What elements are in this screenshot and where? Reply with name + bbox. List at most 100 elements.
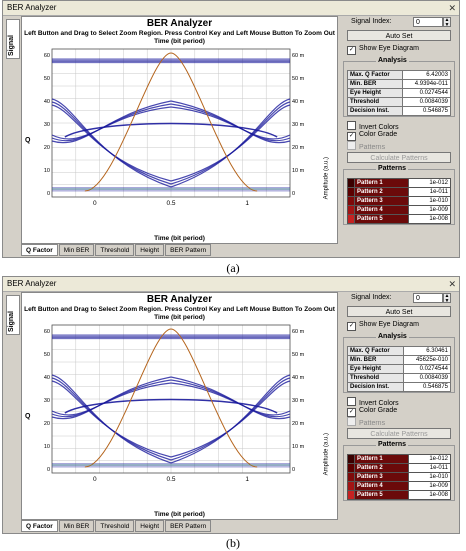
y-tick-label: 0 — [47, 191, 50, 197]
eye-trace — [51, 98, 172, 188]
y-right-label: Amplitude (a.u.) — [323, 433, 329, 476]
y-right-tick-label: 20 m — [292, 145, 305, 151]
invert-colors-checkbox[interactable]: Invert Colors — [347, 397, 399, 407]
tab-signal-label: Signal — [8, 310, 15, 332]
y-tick-label: 20 — [44, 145, 50, 151]
analysis-row: Eye Height 0.0274544 — [346, 364, 451, 374]
pattern-row: Pattern 3 1e-010 — [347, 196, 451, 206]
checkbox-empty-icon — [347, 121, 356, 130]
tab-min-ber[interactable]: Min BER — [58, 244, 95, 256]
pattern-name: Pattern 3 — [353, 196, 410, 206]
pattern-ber: 1e-012 — [408, 178, 451, 188]
pattern-ber: 1e-010 — [408, 196, 451, 206]
y-right-tick-label: 40 m — [292, 375, 305, 381]
analysis-key: Decision Inst. — [346, 382, 405, 392]
pattern-name: Pattern 1 — [353, 454, 410, 464]
q-factor-curve — [84, 52, 258, 192]
analysis-row: Threshold 0.0084039 — [346, 373, 451, 383]
signal-index-spinner[interactable]: ▲ ▼ — [443, 17, 451, 28]
y-right-tick-label: 60 m — [292, 53, 305, 59]
signal-index-label: Signal Index: — [351, 18, 392, 25]
patterns-checkbox[interactable]: Patterns — [347, 141, 385, 151]
pattern-swatch — [347, 463, 355, 473]
y-right-tick-label: 60 m — [292, 329, 305, 335]
checkbox-disabled-icon — [347, 417, 356, 426]
y-right-tick-label: 50 m — [292, 352, 305, 358]
y-right-label: Amplitude (a.u.) — [323, 157, 329, 200]
caption-a: (a) — [226, 261, 240, 275]
analysis-row: Min. BER 4.9394e-011 — [346, 79, 451, 89]
patterns-check-label: Patterns — [359, 144, 386, 151]
pattern-swatch — [347, 205, 355, 215]
invert-colors-checkbox[interactable]: Invert Colors — [347, 121, 399, 131]
auto-set-button[interactable]: Auto Set — [347, 306, 451, 317]
analysis-value: 4.9394e-011 — [402, 79, 451, 89]
eye-diagram-plot[interactable]: BER Analyzer Left Button and Drag to Sel… — [21, 16, 338, 244]
y-right-tick-label: 50 m — [292, 76, 305, 82]
eye-trace — [170, 377, 291, 461]
y-tick-label: 40 — [44, 375, 50, 381]
y-tick-label: 50 — [44, 76, 50, 82]
tab-ber-pattern[interactable]: BER Pattern — [165, 520, 212, 532]
analysis-row: Eye Height 0.0274544 — [346, 88, 451, 98]
analysis-value: 0.546875 — [403, 382, 451, 392]
auto-set-button[interactable]: Auto Set — [347, 30, 451, 41]
pattern-swatch — [347, 490, 355, 500]
tab-threshold[interactable]: Threshold — [95, 244, 135, 256]
color-grade-checkbox[interactable]: ✓ Color Grade — [347, 407, 397, 417]
eye-diagram-plot[interactable]: BER Analyzer Left Button and Drag to Sel… — [21, 292, 338, 520]
color-grade-checkbox[interactable]: ✓ Color Grade — [347, 131, 397, 141]
q-factor-curve — [84, 328, 258, 468]
signal-index-spinner[interactable]: ▲ ▼ — [443, 293, 451, 304]
y-right-tick-label: 10 m — [292, 168, 305, 174]
window-title: BER Analyzer — [7, 279, 57, 288]
tab-min-ber[interactable]: Min BER — [58, 520, 95, 532]
eye-trace — [170, 380, 291, 458]
eye-trace — [170, 382, 291, 416]
tab-height[interactable]: Height — [135, 244, 165, 256]
analysis-key: Max. Q Factor — [346, 70, 404, 80]
calculate-patterns-button[interactable]: Calculate Patterns — [347, 152, 451, 163]
close-icon[interactable]: ✕ — [448, 279, 456, 289]
pattern-row: Pattern 1 1e-012 — [347, 178, 451, 188]
x-tick-label: 1 — [245, 476, 249, 483]
analysis-value: 0.0084039 — [402, 97, 451, 107]
y-left-label: Q — [25, 137, 31, 144]
patterns-title: Patterns — [376, 165, 409, 172]
pattern-swatch — [347, 472, 355, 482]
tab-signal[interactable]: Signal — [6, 295, 20, 335]
eye-diagram-chart[interactable]: 0 0.5 1 60 50 40 30 20 10 0 60 m 50 m 40 m 30 m 20 m 10… — [38, 323, 318, 483]
analysis-value: 6.42003 — [402, 70, 451, 80]
tab-q-factor[interactable]: Q Factor — [21, 244, 58, 256]
eye-trace — [170, 104, 291, 182]
show-eye-diagram-checkbox[interactable]: ✓ Show Eye Diagram — [347, 45, 419, 55]
signal-index-input[interactable]: 0 — [413, 293, 443, 303]
y-tick-label: 20 — [44, 421, 50, 427]
pattern-ber: 1e-008 — [408, 490, 451, 500]
show-eye-diagram-checkbox[interactable]: ✓ Show Eye Diagram — [347, 321, 419, 331]
pattern-swatch — [347, 178, 355, 188]
y-right-tick-label: 10 m — [292, 444, 305, 450]
tab-signal[interactable]: Signal — [6, 19, 20, 59]
bottom-axis-label: Time (bit period) — [154, 511, 205, 518]
plot-frame — [51, 324, 291, 474]
calculate-patterns-button[interactable]: Calculate Patterns — [347, 428, 451, 439]
pattern-row: Pattern 4 1e-009 — [347, 481, 451, 491]
bottom-tabs: Q Factor Min BER Threshold Height BER Pa… — [21, 244, 212, 256]
patterns-checkbox[interactable]: Patterns — [347, 417, 385, 427]
close-icon[interactable]: ✕ — [448, 3, 456, 13]
eye-trace — [170, 374, 291, 464]
tab-q-factor[interactable]: Q Factor — [21, 520, 58, 532]
eye-diagram-chart[interactable]: 0 0.5 1 60 50 40 30 20 10 0 60 m 50 m 40 m 30 m 20 m 10… — [38, 47, 318, 207]
tab-height[interactable]: Height — [135, 520, 165, 532]
tab-ber-pattern[interactable]: BER Pattern — [165, 244, 212, 256]
analysis-key: Threshold — [346, 97, 404, 107]
signal-index-input[interactable]: 0 — [413, 17, 443, 27]
caption-b: (b) — [226, 536, 240, 550]
show-eye-label: Show Eye Diagram — [359, 321, 419, 328]
tab-threshold[interactable]: Threshold — [95, 520, 135, 532]
eye-trace — [64, 122, 278, 138]
y-tick-label: 30 — [44, 122, 50, 128]
eye-trace — [170, 101, 291, 185]
eye-trace — [51, 374, 172, 464]
